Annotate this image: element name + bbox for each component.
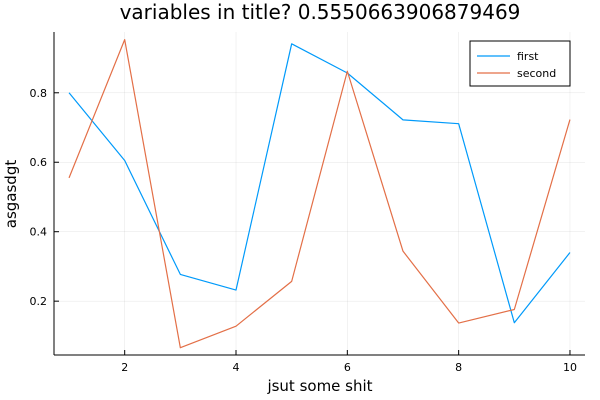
x-tick-label: 2 [121, 361, 128, 374]
x-axis-label: jsut some shit [266, 377, 372, 395]
chart-title: variables in title? 0.5550663906879469 [120, 0, 521, 24]
series-line-first [68, 43, 571, 324]
x-tick-label: 8 [455, 361, 462, 374]
legend: first second [469, 40, 571, 87]
series-line-second [68, 39, 571, 349]
x-tick-label: 10 [563, 361, 577, 374]
legend-label-second: second [517, 67, 556, 80]
ticks-layer: 2 4 6 8 10 0.2 0.4 0.6 0.8 [30, 87, 577, 374]
series-layer [68, 39, 571, 349]
legend-box [469, 40, 571, 87]
x-tick-label: 4 [233, 361, 240, 374]
y-tick-label: 0.8 [30, 87, 48, 100]
y-tick-label: 0.2 [30, 295, 48, 308]
grid-layer [54, 32, 585, 355]
y-tick-label: 0.4 [30, 226, 48, 239]
y-axis-label: asgasdgt [2, 160, 20, 229]
legend-label-first: first [517, 50, 539, 63]
x-tick-label: 6 [344, 361, 351, 374]
y-tick-label: 0.6 [30, 156, 48, 169]
